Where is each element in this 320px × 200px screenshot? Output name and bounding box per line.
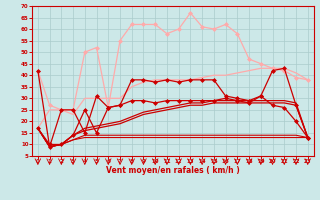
X-axis label: Vent moyen/en rafales ( km/h ): Vent moyen/en rafales ( km/h ) [106, 166, 240, 175]
